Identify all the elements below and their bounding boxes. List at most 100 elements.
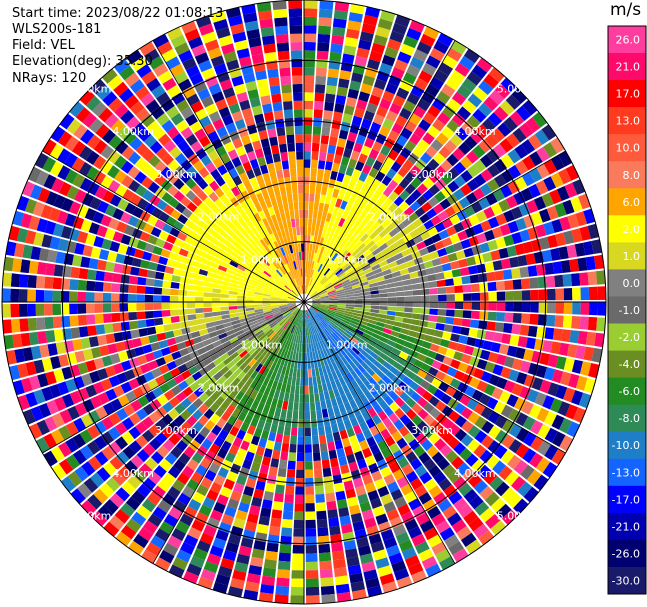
range-gate [280,291,289,296]
range-gate [182,264,193,272]
range-gate [338,358,346,368]
range-gate [372,234,382,244]
range-gate [299,385,304,395]
range-gate [187,392,198,403]
range-gate [267,341,275,350]
range-gate [296,151,303,160]
range-gate [89,370,101,384]
range-gate [210,261,220,269]
range-gate [587,316,598,331]
range-gate [25,392,38,408]
range-gate [439,198,452,210]
range-gate [53,194,66,209]
range-gate [240,383,250,394]
range-gate [521,290,531,301]
range-gate [192,356,203,365]
range-gate [186,344,197,354]
range-gate [550,247,561,261]
range-gate [562,273,572,287]
range-gate [170,209,182,220]
range-gate [372,189,383,200]
range-gate [119,293,128,302]
range-gate [344,312,353,318]
range-gate [339,274,348,281]
range-gate [288,227,293,237]
range-gate [182,386,194,397]
range-gate [414,77,429,91]
range-gate [437,457,450,471]
range-gate [142,344,153,354]
range-gate [499,390,511,404]
range-gate [187,229,198,240]
range-gate [161,295,170,302]
range-gate [365,343,375,351]
range-gate [420,308,430,315]
range-gate [563,302,573,315]
range-gate [283,311,291,317]
range-gate [405,183,416,195]
range-gate [474,254,485,265]
range-gate [466,336,477,347]
range-gate [181,241,192,251]
range-gate [409,133,422,146]
range-gate [376,152,387,164]
range-gate [174,42,190,56]
range-gate [54,396,67,412]
range-gate [89,196,102,210]
range-gate [521,302,531,313]
range-gate [53,329,64,342]
range-gate [326,76,338,87]
range-gate [296,159,304,168]
range-gate [203,185,214,196]
range-gate [152,386,164,398]
range-gate [422,390,433,402]
range-gate [43,433,57,449]
range-gate [431,377,442,388]
range-gate [352,520,365,532]
range-gate [290,280,296,288]
range-gate [416,353,427,363]
range-gate [141,162,154,176]
range-gate [314,193,321,203]
range-gate [357,458,368,470]
range-gate [293,519,304,529]
range-gate [249,505,261,516]
range-gate [400,402,411,414]
range-gate [256,241,265,250]
range-gate [347,496,359,507]
range-gate [168,506,183,520]
range-gate [459,156,473,169]
range-gate [279,338,285,347]
range-gate [281,290,289,296]
range-gate [535,224,547,238]
range-gate [422,132,435,145]
range-gate [136,303,145,311]
range-gate [406,64,421,77]
range-gate [166,172,179,185]
range-gate [235,329,245,337]
range-gate [348,194,357,205]
range-gate [153,287,163,295]
range-gate [111,303,120,313]
range-gate [306,277,310,286]
range-gate [146,270,157,279]
range-gate [405,259,416,268]
range-gate [410,477,423,491]
range-gate [182,146,195,159]
range-gate [317,210,323,220]
range-gate [465,365,477,376]
range-gate [241,4,256,15]
range-gate [391,217,402,228]
range-gate [55,251,66,264]
range-gate [251,105,263,116]
range-gate [329,298,338,301]
range-gate [502,509,518,525]
range-gate [231,408,242,419]
range-gate [343,480,354,491]
range-gate [328,273,337,281]
range-gate [231,75,244,87]
range-gate [356,254,365,263]
range-gate [90,79,106,95]
range-gate [436,132,449,146]
range-gate [514,144,529,159]
